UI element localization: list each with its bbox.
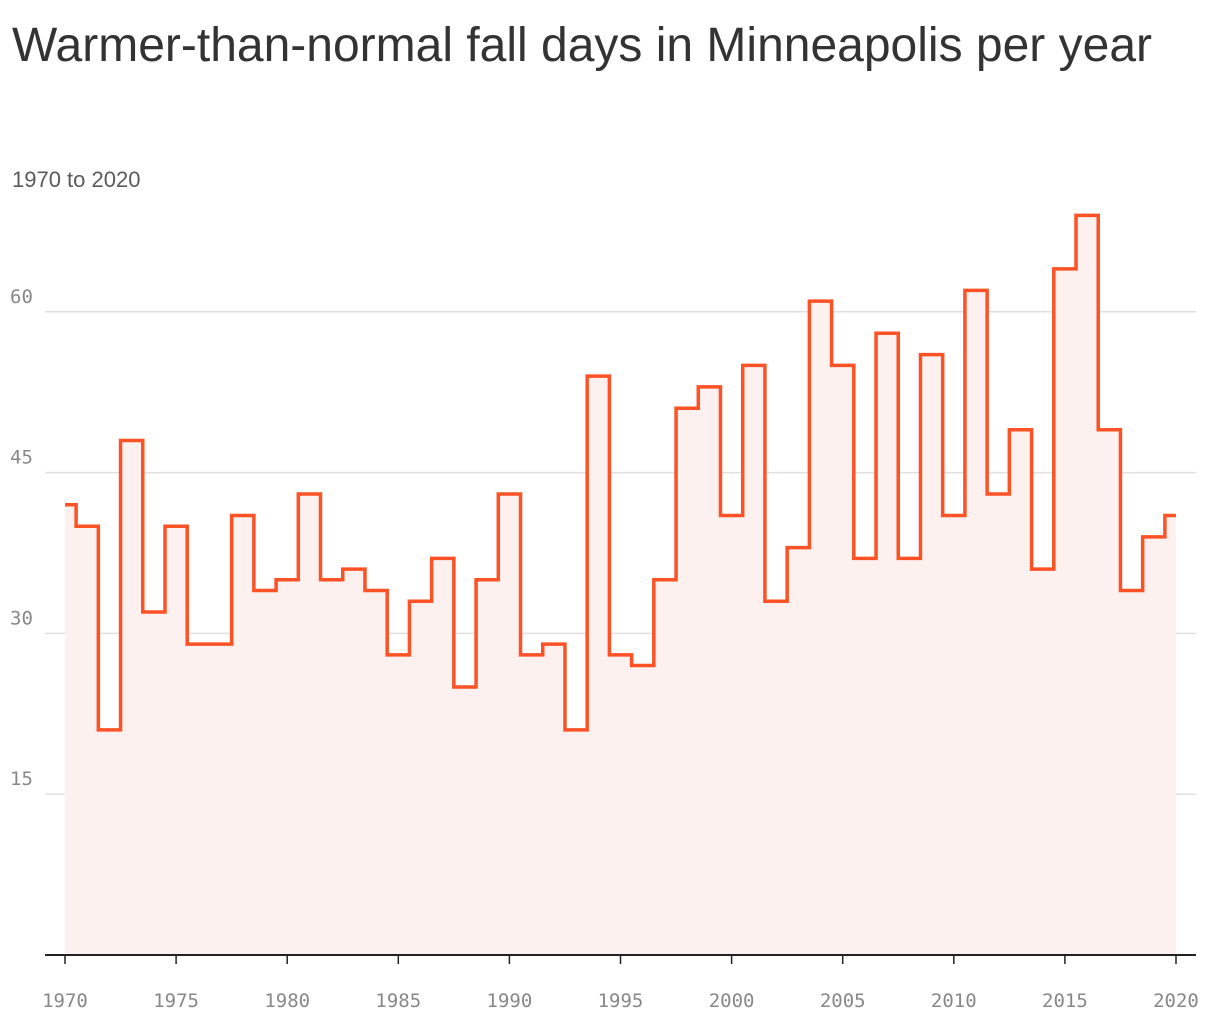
y-tick-label: 45 xyxy=(10,447,33,469)
x-tick-label: 1995 xyxy=(598,990,644,1012)
x-tick-label: 1980 xyxy=(264,990,310,1012)
line-layer xyxy=(65,213,1176,732)
x-tick-label: 2020 xyxy=(1153,990,1199,1012)
x-tick-label: 2000 xyxy=(709,990,755,1012)
axis-layer xyxy=(45,954,1196,964)
x-tick-label: 1975 xyxy=(153,990,199,1012)
x-tick-label: 1970 xyxy=(42,990,88,1012)
y-tick-label: 60 xyxy=(10,286,33,308)
x-tick-label: 1990 xyxy=(487,990,533,1012)
y-tick-label: 15 xyxy=(10,768,33,790)
x-tick-label: 2005 xyxy=(820,990,866,1012)
label-layer: 15 30 45 60 1970 1975 1980 1985 1990 1995 2000 2005… xyxy=(10,286,1199,1012)
chart-title: Warmer-than-normal fall days in Minneapo… xyxy=(12,19,1152,72)
chart-subtitle: 1970 to 2020 xyxy=(12,167,141,192)
x-tick-label: 2015 xyxy=(1042,990,1088,1012)
x-tick-label: 1985 xyxy=(375,990,421,1012)
y-tick-label: 30 xyxy=(10,607,33,629)
x-tick-label: 2010 xyxy=(931,990,977,1012)
series-line xyxy=(65,213,1176,732)
